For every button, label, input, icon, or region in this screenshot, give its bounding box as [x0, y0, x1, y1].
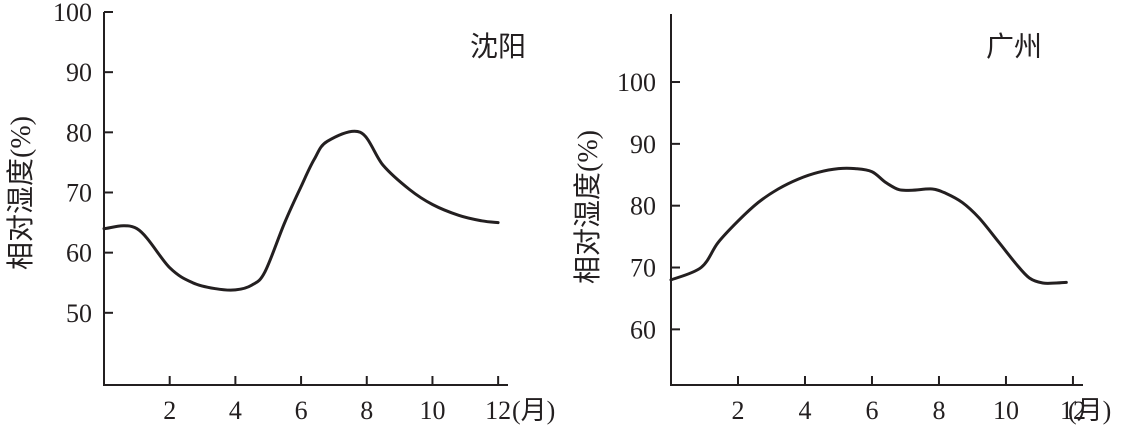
- guangzhou-x-tick-label: 6: [865, 396, 878, 425]
- guangzhou-humidity-line: [669, 166, 1068, 285]
- guangzhou-chart: 广州 相对湿度(%) (月) 60 70 80 90 100 2 4 6 8 10 12: [572, 14, 1111, 425]
- guangzhou-x-tick-label: 2: [731, 396, 744, 425]
- shenyang-y-tick-label: 80: [66, 118, 92, 147]
- guangzhou-chart-title: 广州: [986, 31, 1042, 63]
- guangzhou-y-tick-label: 80: [630, 192, 656, 221]
- shenyang-x-tick-label: 10: [419, 396, 445, 425]
- guangzhou-x-axis-unit: (月): [1068, 396, 1111, 425]
- shenyang-axes: [103, 12, 508, 386]
- guangzhou-y-tick-label: 70: [630, 254, 656, 283]
- guangzhou-axes: [670, 14, 1083, 386]
- shenyang-x-tick-label: 2: [163, 396, 176, 425]
- guangzhou-y-tick-label: 90: [630, 130, 656, 159]
- shenyang-y-tick-label: 100: [53, 0, 92, 27]
- guangzhou-y-axis-title: 相对湿度(%): [572, 130, 604, 284]
- guangzhou-x-tick-label: 10: [993, 396, 1019, 425]
- shenyang-x-tick-label: 6: [295, 396, 308, 425]
- guangzhou-x-tick-label: 8: [932, 396, 945, 425]
- guangzhou-y-tick-label: 60: [630, 315, 656, 344]
- shenyang-y-tick-label: 90: [66, 58, 92, 87]
- shenyang-chart: 沈阳 相对湿度(%) (月) 50 60 70 80 90 100 2 4 6 8 10 12: [5, 0, 555, 425]
- shenyang-x-tick-label: 4: [229, 396, 242, 425]
- guangzhou-y-tick-label: 100: [617, 68, 656, 97]
- shenyang-y-axis-title: 相对湿度(%): [5, 116, 37, 270]
- guangzhou-x-tick-label: 4: [798, 396, 811, 425]
- shenyang-x-tick-label: 12: [485, 396, 511, 425]
- shenyang-x-axis-unit: (月): [512, 396, 555, 425]
- shenyang-y-tick-label: 70: [66, 178, 92, 207]
- shenyang-y-tick-label: 60: [66, 239, 92, 268]
- shenyang-x-tick-label: 8: [360, 396, 373, 425]
- shenyang-chart-title: 沈阳: [470, 31, 526, 63]
- shenyang-y-tick-label: 50: [66, 299, 92, 328]
- shenyang-humidity-line: [102, 129, 500, 292]
- guangzhou-x-tick-label: 12: [1060, 396, 1086, 425]
